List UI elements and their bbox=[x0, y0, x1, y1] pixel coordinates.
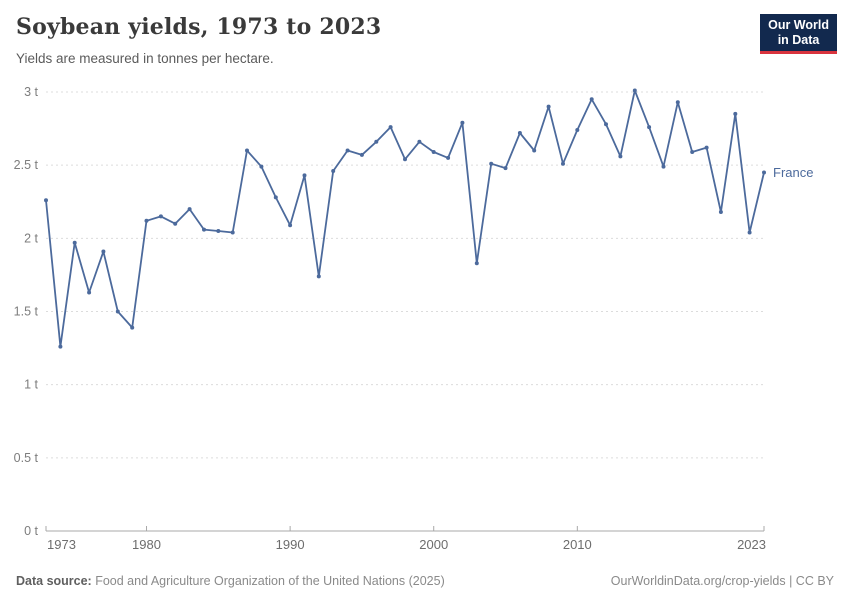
data-source-label: Data source: bbox=[16, 574, 92, 588]
y-tick-label: 0 t bbox=[24, 524, 38, 538]
data-point[interactable] bbox=[230, 230, 235, 235]
data-point[interactable] bbox=[44, 198, 48, 203]
x-tick-label: 2010 bbox=[563, 537, 592, 552]
data-source-text: Food and Agriculture Organization of the… bbox=[95, 574, 445, 588]
data-point[interactable] bbox=[388, 125, 393, 130]
data-point[interactable] bbox=[87, 290, 92, 295]
data-point[interactable] bbox=[733, 111, 738, 116]
data-point[interactable] bbox=[690, 150, 695, 154]
chart-subtitle: Yields are measured in tonnes per hectar… bbox=[16, 51, 274, 66]
data-point[interactable] bbox=[546, 104, 551, 109]
data-point[interactable] bbox=[374, 139, 379, 144]
data-point[interactable] bbox=[503, 166, 508, 171]
data-point[interactable] bbox=[259, 164, 264, 169]
x-tick-label: 2023 bbox=[737, 537, 766, 552]
data-point[interactable] bbox=[331, 169, 336, 173]
owid-logo-line1: Our World bbox=[768, 18, 829, 32]
data-point[interactable] bbox=[532, 148, 537, 153]
data-point[interactable] bbox=[288, 223, 293, 228]
data-point[interactable] bbox=[417, 139, 422, 144]
data-point[interactable] bbox=[661, 164, 666, 169]
data-point[interactable] bbox=[517, 131, 522, 135]
data-point[interactable] bbox=[273, 195, 278, 200]
y-tick-label: 1.5 t bbox=[14, 305, 39, 319]
data-point[interactable] bbox=[589, 97, 594, 102]
data-point[interactable] bbox=[316, 274, 321, 279]
data-point[interactable] bbox=[604, 122, 608, 127]
data-point[interactable] bbox=[187, 207, 192, 212]
y-tick-label: 1 t bbox=[24, 378, 38, 392]
x-tick-label: 1980 bbox=[132, 537, 161, 552]
data-point[interactable] bbox=[561, 161, 565, 166]
data-point[interactable] bbox=[403, 157, 407, 162]
footer-link[interactable]: OurWorldinData.org/crop-yields | CC BY bbox=[610, 574, 834, 588]
y-tick-label: 2.5 t bbox=[14, 158, 39, 172]
data-point[interactable] bbox=[101, 249, 106, 254]
data-point[interactable] bbox=[575, 128, 580, 132]
x-tick-label: 2000 bbox=[419, 537, 448, 552]
y-tick-label: 2 t bbox=[24, 231, 38, 245]
y-tick-label: 0.5 t bbox=[14, 451, 39, 465]
data-point[interactable] bbox=[718, 210, 723, 214]
data-point[interactable] bbox=[302, 173, 307, 178]
data-point[interactable] bbox=[489, 161, 494, 166]
data-point[interactable] bbox=[632, 88, 637, 93]
owid-logo-line2: in Data bbox=[777, 33, 820, 47]
data-point[interactable] bbox=[216, 229, 221, 233]
data-point[interactable] bbox=[115, 309, 120, 314]
x-tick-label: 1990 bbox=[276, 537, 305, 552]
data-source-note: Data source: Food and Agriculture Organi… bbox=[16, 574, 445, 588]
owid-logo[interactable]: Our World in Data bbox=[760, 14, 837, 54]
y-tick-label: 3 t bbox=[24, 85, 38, 99]
x-tick-label: 1973 bbox=[47, 537, 76, 552]
data-point[interactable] bbox=[704, 145, 709, 150]
series-end-label[interactable]: France bbox=[773, 165, 813, 180]
data-point[interactable] bbox=[245, 148, 249, 153]
data-point[interactable] bbox=[72, 240, 77, 245]
page-title: Soybean yields, 1973 to 2023 bbox=[16, 14, 382, 40]
data-point[interactable] bbox=[431, 150, 436, 154]
data-point[interactable] bbox=[144, 218, 149, 223]
data-point[interactable] bbox=[460, 120, 465, 125]
data-point[interactable] bbox=[130, 325, 135, 330]
data-point[interactable] bbox=[675, 100, 680, 105]
data-point[interactable] bbox=[474, 261, 479, 266]
data-point[interactable] bbox=[58, 344, 63, 349]
data-point[interactable] bbox=[762, 170, 766, 175]
data-point[interactable] bbox=[345, 148, 350, 153]
series-line[interactable] bbox=[45, 89, 765, 348]
data-point[interactable] bbox=[747, 230, 752, 235]
data-point[interactable] bbox=[446, 155, 451, 160]
data-point[interactable] bbox=[647, 125, 652, 130]
data-point[interactable] bbox=[158, 214, 163, 219]
data-point[interactable] bbox=[173, 221, 178, 226]
data-point[interactable] bbox=[359, 152, 364, 157]
data-point[interactable] bbox=[202, 227, 206, 232]
data-point[interactable] bbox=[618, 154, 623, 159]
